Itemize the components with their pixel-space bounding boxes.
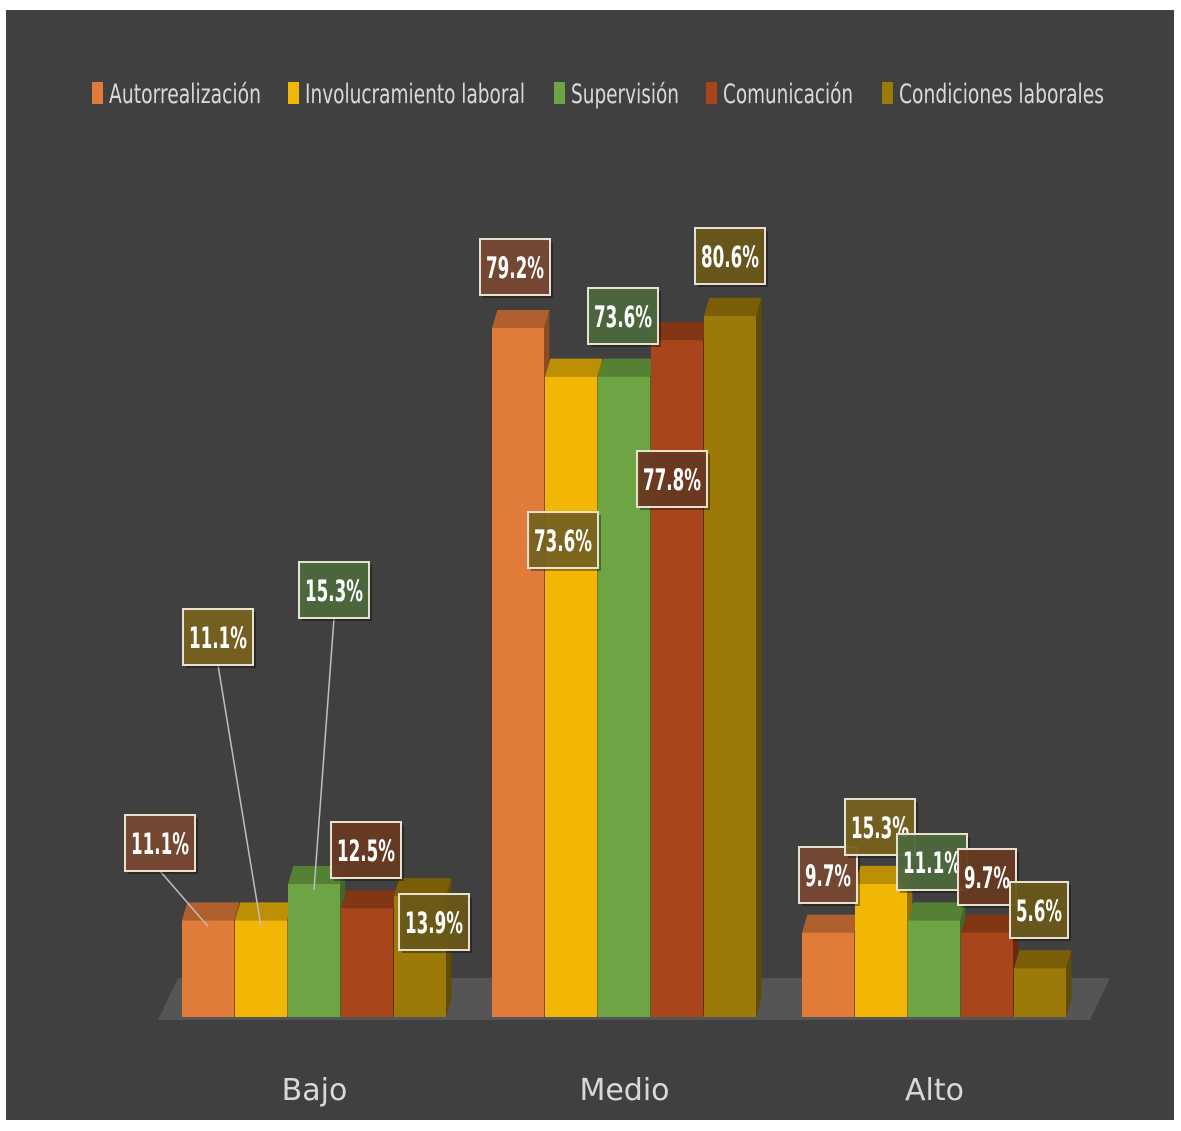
legend-swatch [706,82,717,104]
svg-text:73.6%: 73.6% [534,524,592,558]
data-label: 11.1% [124,814,198,874]
svg-text:9.7%: 9.7% [805,859,851,893]
svg-text:15.3%: 15.3% [305,574,363,608]
data-label: 77.8% [636,450,710,510]
svg-text:79.2%: 79.2% [486,251,544,285]
data-label: 5.6% [1009,881,1071,941]
data-label: 11.1% [896,833,970,893]
svg-text:11.1%: 11.1% [903,846,961,880]
category-axis: Bajo Medio Alto [282,1073,964,1108]
legend-label: Autorrealización [109,79,261,110]
svg-text:11.1%: 11.1% [189,621,247,655]
bar [545,358,603,1017]
bars [182,297,1072,1018]
category-label: Bajo [282,1073,348,1108]
legend-label: Comunicación [723,79,853,110]
bar [341,890,399,1017]
data-label: 9.7% [957,848,1019,908]
bar [235,902,293,1017]
legend-swatch [92,82,103,104]
bar [182,902,240,1017]
legend-label: Involucramiento laboral [305,79,525,110]
category-label: Alto [905,1073,964,1108]
data-label: 79.2% [479,238,553,298]
bar [908,902,966,1017]
data-label: 11.1% [182,608,256,668]
bar [704,297,762,1017]
legend-swatch [288,82,299,104]
leader-lines [159,617,335,927]
leader-line [217,664,262,927]
data-label: 15.3% [298,561,372,621]
bar [651,322,709,1017]
data-label: 13.9% [398,893,472,953]
svg-text:11.1%: 11.1% [131,827,189,861]
svg-text:9.7%: 9.7% [964,861,1010,895]
svg-text:77.8%: 77.8% [643,463,701,497]
bar [802,914,860,1017]
leader-line [159,870,209,927]
bar [288,865,346,1017]
bar [492,309,550,1018]
legend-swatch [554,82,565,104]
leader-line [313,617,335,890]
data-label: 80.6% [694,227,768,287]
data-label: 9.7% [798,846,860,906]
svg-text:12.5%: 12.5% [337,834,395,868]
legend-label: Condiciones laborales [899,79,1104,110]
legend: Autorrealización Involucramiento laboral S… [92,79,1104,110]
svg-text:80.6%: 80.6% [701,240,759,274]
data-label: 73.6% [587,287,661,347]
category-label: Medio [579,1073,669,1108]
svg-text:5.6%: 5.6% [1016,894,1062,928]
data-label: 12.5% [330,821,404,881]
legend-label: Supervisión [571,79,679,110]
data-labels: 11.1%79.2%9.7%11.1%73.6%15.3%15.3%73.6%1… [124,227,1071,953]
bar [1014,950,1072,1017]
data-label: 73.6% [527,511,601,571]
bar [961,914,1019,1017]
svg-text:73.6%: 73.6% [594,300,652,334]
svg-text:13.9%: 13.9% [405,906,463,940]
legend-swatch [882,82,893,104]
